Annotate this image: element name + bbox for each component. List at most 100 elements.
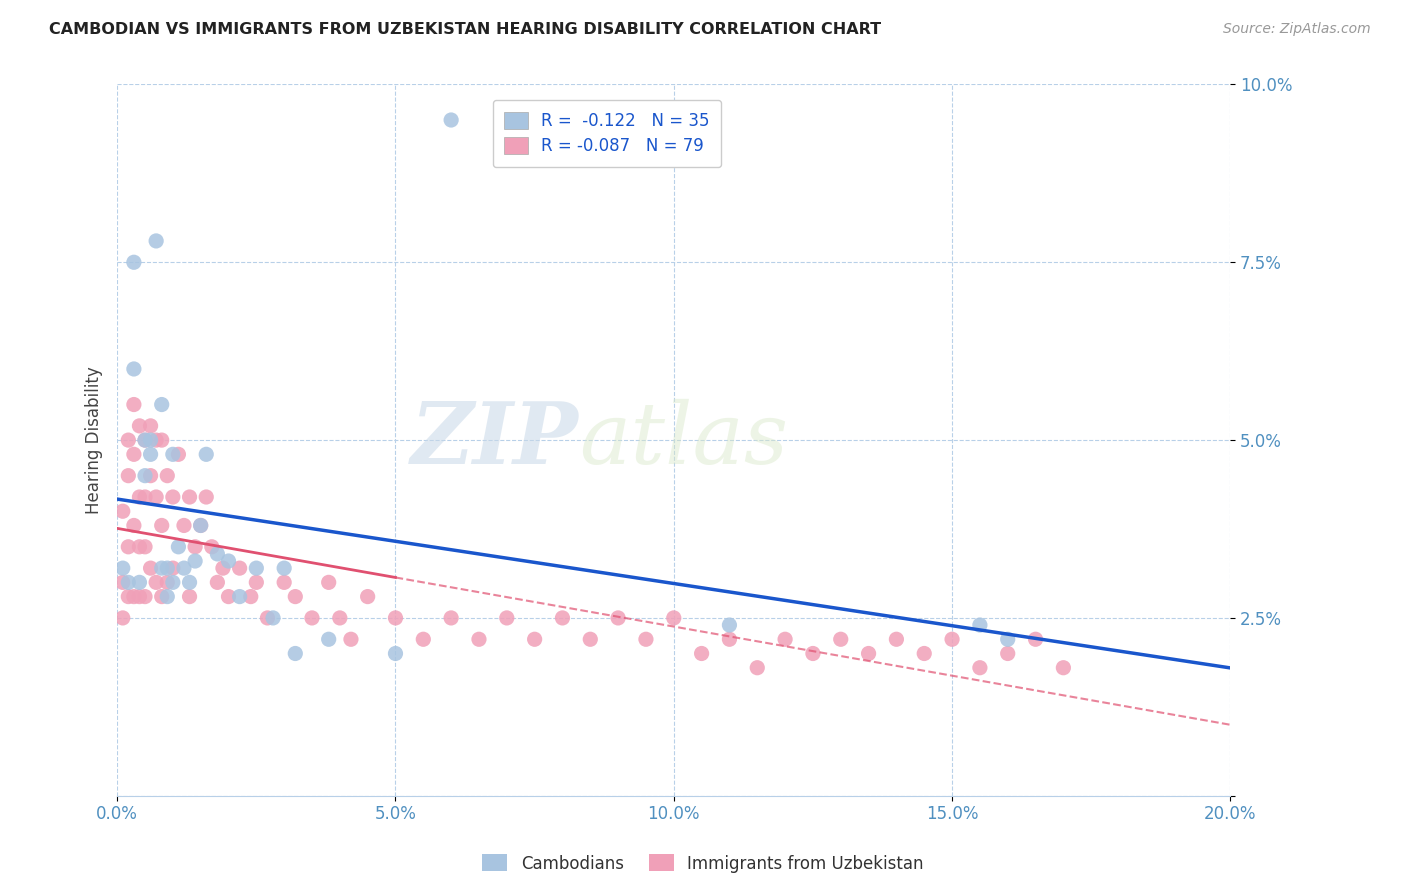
Point [273, 561, 295, 575]
Point [179, 490, 201, 504]
Point [384, 611, 406, 625]
Text: ZIP: ZIP [412, 399, 579, 482]
Point [156, 590, 179, 604]
Y-axis label: Hearing Disability: Hearing Disability [86, 367, 103, 514]
Point [145, 575, 167, 590]
Point [830, 632, 852, 647]
Point [139, 561, 162, 575]
Point [801, 647, 824, 661]
Point [139, 447, 162, 461]
Legend: R =  -0.122   N = 35, R = -0.087   N = 79: R = -0.122 N = 35, R = -0.087 N = 79 [492, 100, 721, 167]
Point [111, 611, 134, 625]
Point [134, 468, 156, 483]
Point [162, 447, 184, 461]
Point [184, 554, 207, 568]
Text: CAMBODIAN VS IMMIGRANTS FROM UZBEKISTAN HEARING DISABILITY CORRELATION CHART: CAMBODIAN VS IMMIGRANTS FROM UZBEKISTAN … [49, 22, 882, 37]
Point [218, 554, 240, 568]
Point [122, 447, 145, 461]
Point [122, 590, 145, 604]
Point [245, 561, 267, 575]
Point [662, 611, 685, 625]
Point [195, 490, 218, 504]
Point [523, 632, 546, 647]
Point [145, 490, 167, 504]
Point [245, 575, 267, 590]
Point [134, 590, 156, 604]
Point [117, 540, 139, 554]
Point [134, 490, 156, 504]
Point [150, 433, 173, 447]
Point [495, 611, 517, 625]
Point [201, 540, 224, 554]
Point [162, 561, 184, 575]
Point [134, 433, 156, 447]
Point [128, 540, 150, 554]
Point [139, 418, 162, 433]
Point [607, 611, 630, 625]
Point [184, 540, 207, 554]
Point [212, 561, 235, 575]
Point [111, 575, 134, 590]
Point [156, 575, 179, 590]
Point [318, 575, 340, 590]
Point [773, 632, 796, 647]
Point [156, 561, 179, 575]
Point [284, 590, 307, 604]
Point [718, 632, 741, 647]
Point [173, 561, 195, 575]
Point [468, 632, 491, 647]
Point [262, 611, 284, 625]
Point [195, 447, 218, 461]
Point [284, 647, 307, 661]
Point [747, 661, 769, 675]
Point [150, 590, 173, 604]
Point [117, 433, 139, 447]
Point [440, 113, 463, 128]
Point [167, 447, 190, 461]
Point [117, 575, 139, 590]
Point [412, 632, 434, 647]
Point [384, 647, 406, 661]
Text: atlas: atlas [579, 399, 789, 482]
Point [340, 632, 363, 647]
Point [1052, 661, 1074, 675]
Point [122, 255, 145, 269]
Point [145, 234, 167, 248]
Point [179, 590, 201, 604]
Point [301, 611, 323, 625]
Point [190, 518, 212, 533]
Point [145, 433, 167, 447]
Point [218, 590, 240, 604]
Point [551, 611, 574, 625]
Point [150, 398, 173, 412]
Point [997, 647, 1019, 661]
Point [207, 575, 229, 590]
Point [886, 632, 908, 647]
Point [228, 561, 250, 575]
Point [440, 611, 463, 625]
Point [179, 575, 201, 590]
Point [239, 590, 262, 604]
Point [356, 590, 378, 604]
Point [969, 618, 991, 632]
Point [969, 661, 991, 675]
Point [128, 418, 150, 433]
Point [318, 632, 340, 647]
Point [167, 540, 190, 554]
Point [139, 468, 162, 483]
Point [128, 490, 150, 504]
Point [117, 590, 139, 604]
Point [134, 540, 156, 554]
Point [162, 575, 184, 590]
Point [207, 547, 229, 561]
Text: Source: ZipAtlas.com: Source: ZipAtlas.com [1223, 22, 1371, 37]
Point [122, 518, 145, 533]
Point [941, 632, 963, 647]
Point [162, 490, 184, 504]
Point [150, 561, 173, 575]
Point [173, 518, 195, 533]
Point [111, 504, 134, 518]
Point [228, 590, 250, 604]
Point [122, 362, 145, 376]
Point [690, 647, 713, 661]
